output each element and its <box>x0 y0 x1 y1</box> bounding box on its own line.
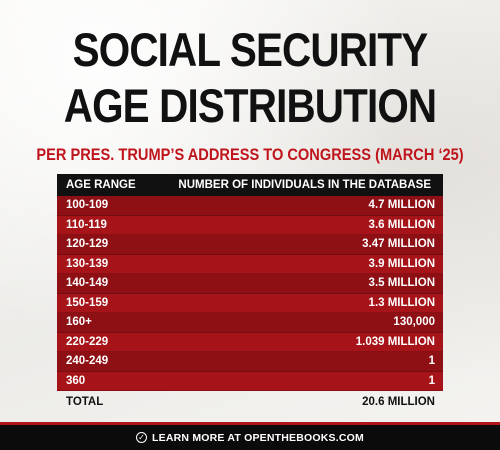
count-cell: 1.039 MILLION <box>355 335 435 348</box>
age-range-cell: 360 <box>66 374 86 387</box>
age-range-cell: 100-109 <box>66 199 109 212</box>
age-range-cell: 160+ <box>66 316 92 329</box>
table-row: 220-229 1.039 MILLION <box>57 332 443 352</box>
table-total-row: TOTAL 20.6 MILLION <box>57 391 443 413</box>
count-cell: 130,000 <box>393 316 435 329</box>
count-cell: 1 <box>428 355 435 368</box>
footer-bar[interactable]: ✓ LEARN MORE AT OPENTHEBOOKS.COM <box>0 425 500 450</box>
title-line-2: AGE DISTRIBUTION <box>63 79 437 132</box>
age-range-cell: 220-229 <box>66 335 109 348</box>
table-row: 160+ 130,000 <box>57 313 443 333</box>
age-range-cell: 140-149 <box>66 277 109 290</box>
footer-link-text[interactable]: LEARN MORE AT OPENTHEBOOKS.COM <box>152 431 364 444</box>
total-value: 20.6 MILLION <box>362 396 435 408</box>
table-row: 130-139 3.9 MILLION <box>57 254 443 274</box>
table-header-row: AGE RANGE NUMBER OF INDIVIDUALS IN THE D… <box>57 174 443 196</box>
total-label: TOTAL <box>66 396 104 408</box>
subtitle: PER PRES. TRUMP’S ADDRESS TO CONGRESS (M… <box>36 145 464 164</box>
count-cell: 3.9 MILLION <box>368 257 435 270</box>
header-count: NUMBER OF INDIVIDUALS IN THE DATABASE <box>178 179 431 191</box>
age-distribution-table: AGE RANGE NUMBER OF INDIVIDUALS IN THE D… <box>57 174 443 413</box>
count-cell: 3.6 MILLION <box>368 218 435 231</box>
age-range-cell: 150-159 <box>66 296 109 309</box>
title-line-1: SOCIAL SECURITY <box>72 23 429 76</box>
header-age-range: AGE RANGE <box>66 179 136 191</box>
table-row: 110-119 3.6 MILLION <box>57 215 443 235</box>
age-range-cell: 120-129 <box>66 238 109 251</box>
age-range-cell: 110-119 <box>66 218 107 231</box>
table-row: 140-149 3.5 MILLION <box>57 274 443 294</box>
age-range-cell: 130-139 <box>66 257 109 270</box>
count-cell: 3.47 MILLION <box>362 238 435 251</box>
count-cell: 3.5 MILLION <box>368 277 435 290</box>
table-row: 240-249 1 <box>57 352 443 372</box>
table-row: 100-109 4.7 MILLION <box>57 196 443 216</box>
count-cell: 1 <box>428 374 435 387</box>
table-row: 360 1 <box>57 371 443 391</box>
footer-accent-stripe <box>0 422 500 425</box>
check-circle-icon: ✓ <box>136 432 148 443</box>
count-cell: 4.7 MILLION <box>368 199 435 212</box>
table-row: 120-129 3.47 MILLION <box>57 235 443 255</box>
count-cell: 1.3 MILLION <box>368 296 435 309</box>
table-row: 150-159 1.3 MILLION <box>57 293 443 313</box>
age-range-cell: 240-249 <box>66 355 109 368</box>
